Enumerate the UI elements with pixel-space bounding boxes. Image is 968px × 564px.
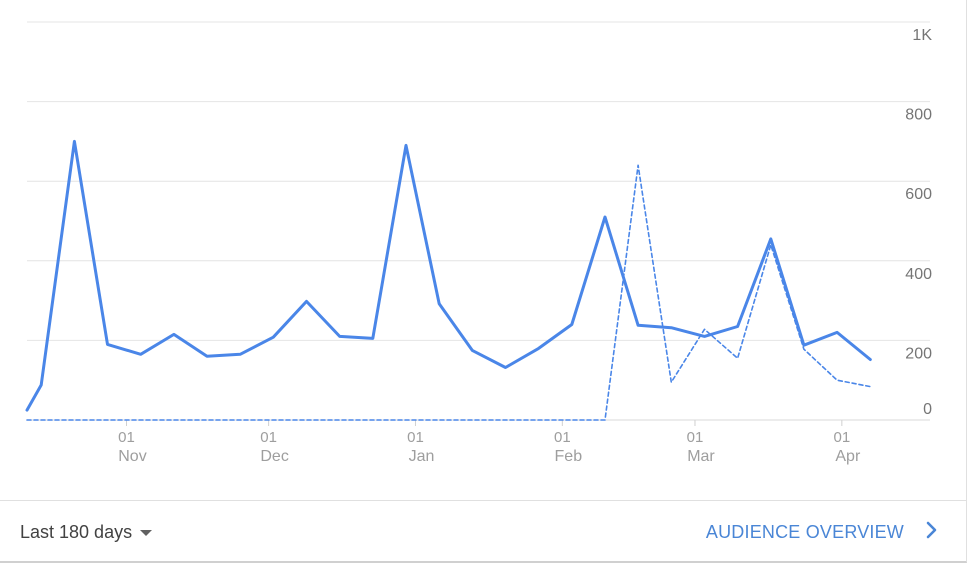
x-tick-month: Mar [687, 448, 715, 465]
date-range-dropdown[interactable]: Last 180 days [20, 520, 153, 544]
series-line-dashed [26, 164, 872, 421]
x-tick-day: 01 [554, 429, 571, 446]
y-tick-label: 800 [905, 107, 932, 124]
card-footer: Last 180 days AUDIENCE OVERVIEW [0, 500, 966, 560]
line-chart: 0 200 400 600 800 1K 01 Nov 01 Dec 01 Jan 01 Feb 01 Mar… [25, 21, 932, 465]
y-tick-label: 0 [923, 401, 932, 418]
x-tick-day: 01 [260, 429, 277, 446]
caret-down-icon [140, 530, 153, 536]
x-tick-day: 01 [407, 429, 424, 446]
x-tick-month: Dec [260, 448, 288, 465]
x-tick-month: Nov [118, 448, 146, 465]
y-tick-label: 1K [912, 27, 932, 44]
x-tick-day: 01 [833, 429, 850, 446]
date-range-label: Last 180 days [20, 521, 133, 542]
y-tick-label: 400 [905, 266, 932, 283]
audience-overview-label: AUDIENCE OVERVIEW [705, 521, 904, 542]
chevron-right-icon [926, 521, 938, 544]
y-tick-label: 600 [905, 186, 932, 203]
x-tick-month: Apr [835, 448, 861, 465]
x-tick-day: 01 [118, 429, 135, 446]
series-line-solid [25, 139, 872, 412]
x-tick-month: Jan [409, 448, 435, 465]
audience-overview-link[interactable]: AUDIENCE OVERVIEW [706, 520, 938, 544]
y-tick-label: 200 [905, 345, 932, 362]
x-tick-month: Feb [555, 448, 583, 465]
x-tick-day: 01 [687, 429, 704, 446]
